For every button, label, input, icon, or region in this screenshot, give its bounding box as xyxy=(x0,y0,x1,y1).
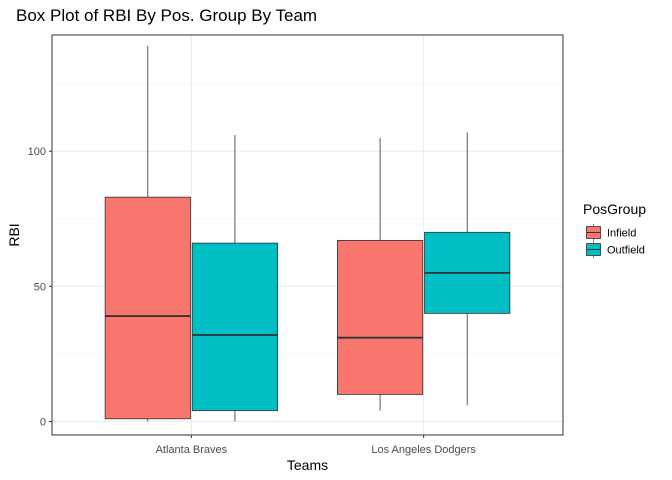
chart-title: Box Plot of RBI By Pos. Group By Team xyxy=(16,6,318,25)
box-infield xyxy=(104,196,191,420)
x-tick-label: Atlanta Braves xyxy=(156,444,228,456)
axis-layer: 0 50 100 Atlanta Braves Los Angeles Dodgers xyxy=(28,146,477,456)
y-axis-title: RBI xyxy=(6,223,22,246)
legend-label: Infield xyxy=(607,228,636,240)
x-tick-label: Los Angeles Dodgers xyxy=(371,444,476,456)
box-outfield xyxy=(191,242,278,412)
legend-label: Outfield xyxy=(607,245,645,257)
box-infield xyxy=(337,240,424,395)
legend-title: PosGroup xyxy=(583,201,646,217)
legend: PosGroup Infield Outfield xyxy=(583,201,646,258)
panel-border xyxy=(51,34,564,436)
y-tick-label: 100 xyxy=(28,146,46,158)
y-tick-label: 50 xyxy=(34,281,46,293)
box-layer xyxy=(104,45,511,422)
x-axis-title: Teams xyxy=(287,457,328,473)
y-tick-label: 0 xyxy=(40,416,46,428)
